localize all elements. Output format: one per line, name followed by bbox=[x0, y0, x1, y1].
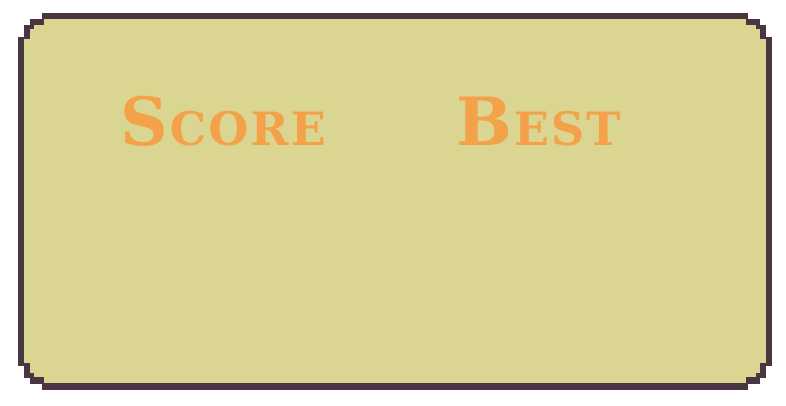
score-label: Score bbox=[120, 83, 328, 161]
scoreboard-panel bbox=[24, 19, 766, 383]
best-score-label: Best bbox=[456, 83, 623, 161]
